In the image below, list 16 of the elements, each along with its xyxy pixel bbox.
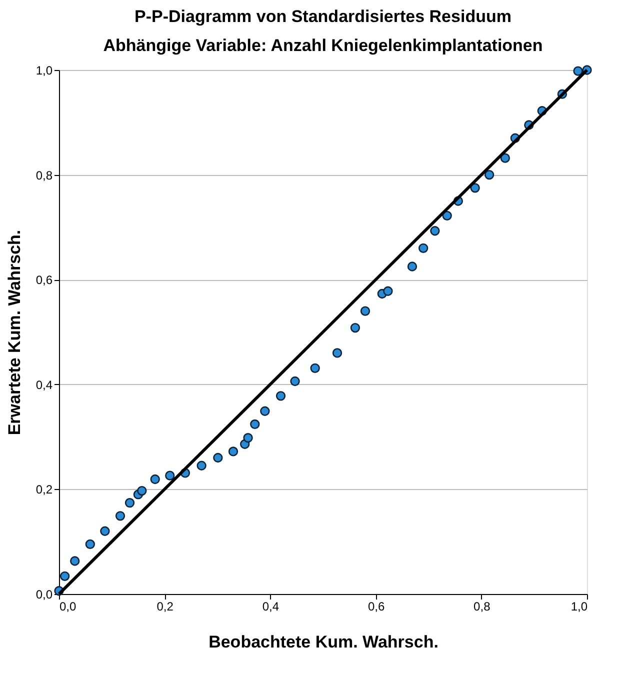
y-tick-label: 0,0 — [36, 588, 53, 602]
chart-subtitle: Abhängige Variable: Anzahl Kniegelenkimplantationen — [103, 36, 543, 56]
chart-title: P-P-Diagramm von Standardisiertes Residuum — [134, 7, 512, 26]
y-axis-title: Erwartete Kum. Wahrsch. — [4, 230, 24, 436]
x-tick-label: 1,0 — [570, 600, 588, 614]
x-tick-label: 0,2 — [156, 600, 174, 614]
y-tick-label: 0,6 — [36, 273, 53, 288]
x-tick-label: 0,0 — [60, 600, 77, 614]
y-tick-label: 0,4 — [36, 378, 53, 392]
x-tick-label: 0,4 — [262, 600, 280, 614]
y-tick-label: 1,0 — [36, 64, 53, 78]
x-tick-label: 0,6 — [368, 600, 385, 614]
y-tick-label: 0,8 — [36, 168, 53, 182]
x-tick-label: 0,8 — [474, 600, 491, 614]
y-tick-label: 0,2 — [36, 482, 53, 497]
x-axis-title: Beobachtete Kum. Wahrsch. — [208, 632, 438, 652]
